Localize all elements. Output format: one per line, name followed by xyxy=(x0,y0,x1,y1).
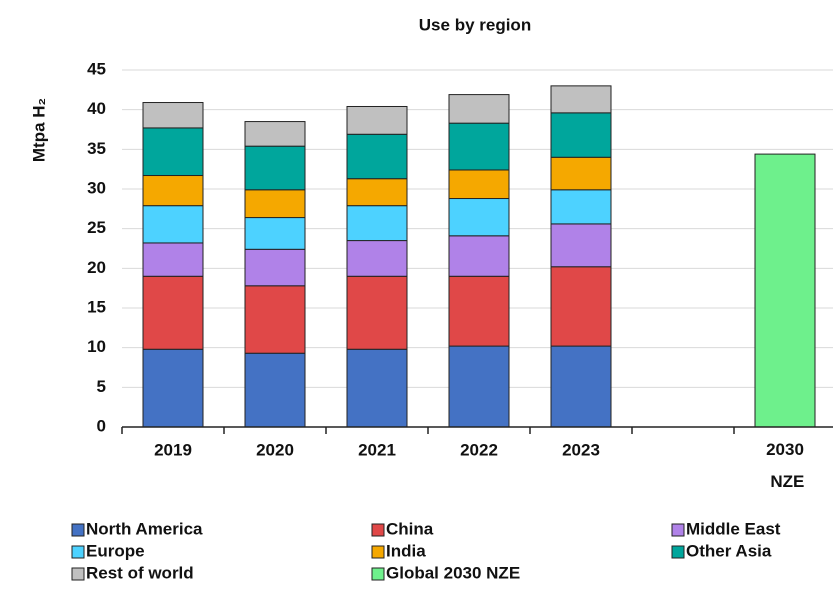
bar-segment xyxy=(346,348,408,428)
bar-segment xyxy=(448,94,510,124)
legend-label: Other Asia xyxy=(686,541,772,560)
bar-segment xyxy=(346,275,408,350)
y-tick-label: 30 xyxy=(87,178,106,197)
bar-segment xyxy=(346,240,408,277)
bar-segment xyxy=(754,153,816,428)
bar-segment xyxy=(550,223,612,268)
bar-segment xyxy=(142,127,204,177)
legend-swatch xyxy=(371,545,385,559)
legend-label: Europe xyxy=(86,541,145,560)
bar-segment xyxy=(142,175,204,207)
bar-segment xyxy=(142,242,204,277)
bar-segment xyxy=(448,122,510,171)
bar-segment xyxy=(448,345,510,428)
y-tick-label: 0 xyxy=(97,416,106,435)
bar-segment xyxy=(142,102,204,129)
x-tick-label: 2019 xyxy=(154,440,192,459)
legend-label: Global 2030 NZE xyxy=(386,563,520,582)
x-tick-label: 2021 xyxy=(358,440,396,459)
bar-segment xyxy=(448,169,510,200)
x-tick-label: 2023 xyxy=(562,440,600,459)
bar-segment xyxy=(550,345,612,428)
bar-segment xyxy=(244,189,306,219)
bar-segment xyxy=(448,275,510,347)
legend-swatch xyxy=(671,545,685,559)
bar-segment xyxy=(244,248,306,287)
y-tick-label: 10 xyxy=(87,337,106,356)
legend-swatch xyxy=(71,523,85,537)
legend-label: North America xyxy=(86,519,203,538)
legend-swatch xyxy=(71,545,85,559)
x-tick-label: 2022 xyxy=(460,440,498,459)
bar-segment xyxy=(244,145,306,191)
legend-label: Middle East xyxy=(686,519,781,538)
bar-segment xyxy=(142,205,204,244)
legend-swatch xyxy=(371,523,385,537)
legend-label: China xyxy=(386,519,434,538)
legend-swatch xyxy=(371,567,385,581)
bar-segment xyxy=(244,352,306,428)
bar-segment xyxy=(142,348,204,428)
chart-title: Use by region xyxy=(419,15,531,34)
y-axis-label: Mtpa H₂ xyxy=(29,98,48,162)
bar-segment xyxy=(550,156,612,191)
bar-segment xyxy=(346,133,408,180)
legend-swatch xyxy=(71,567,85,581)
bar-segment xyxy=(142,275,204,350)
bar-segment xyxy=(448,235,510,277)
x-tick-label: 2030 NZE xyxy=(766,440,805,491)
bar-segment xyxy=(346,178,408,207)
y-tick-label: 25 xyxy=(87,218,106,237)
bar-segment xyxy=(244,285,306,354)
bar-segment xyxy=(448,198,510,237)
bar-segment xyxy=(550,85,612,114)
legend-label: India xyxy=(386,541,426,560)
bar-segment xyxy=(550,266,612,347)
x-tick-label: 2020 xyxy=(256,440,294,459)
bar-segment xyxy=(550,189,612,225)
y-tick-label: 15 xyxy=(87,297,106,316)
y-tick-label: 20 xyxy=(87,258,106,277)
bar-segment xyxy=(244,121,306,147)
bar-segment xyxy=(244,217,306,250)
legend-swatch xyxy=(671,523,685,537)
bar-segment xyxy=(550,112,612,158)
y-tick-label: 35 xyxy=(87,139,106,158)
y-tick-label: 5 xyxy=(97,377,106,396)
y-tick-label: 40 xyxy=(87,99,106,118)
y-tick-label: 45 xyxy=(87,59,106,78)
bar-segment xyxy=(346,105,408,135)
legend-label: Rest of world xyxy=(86,563,194,582)
bar-segment xyxy=(346,205,408,242)
